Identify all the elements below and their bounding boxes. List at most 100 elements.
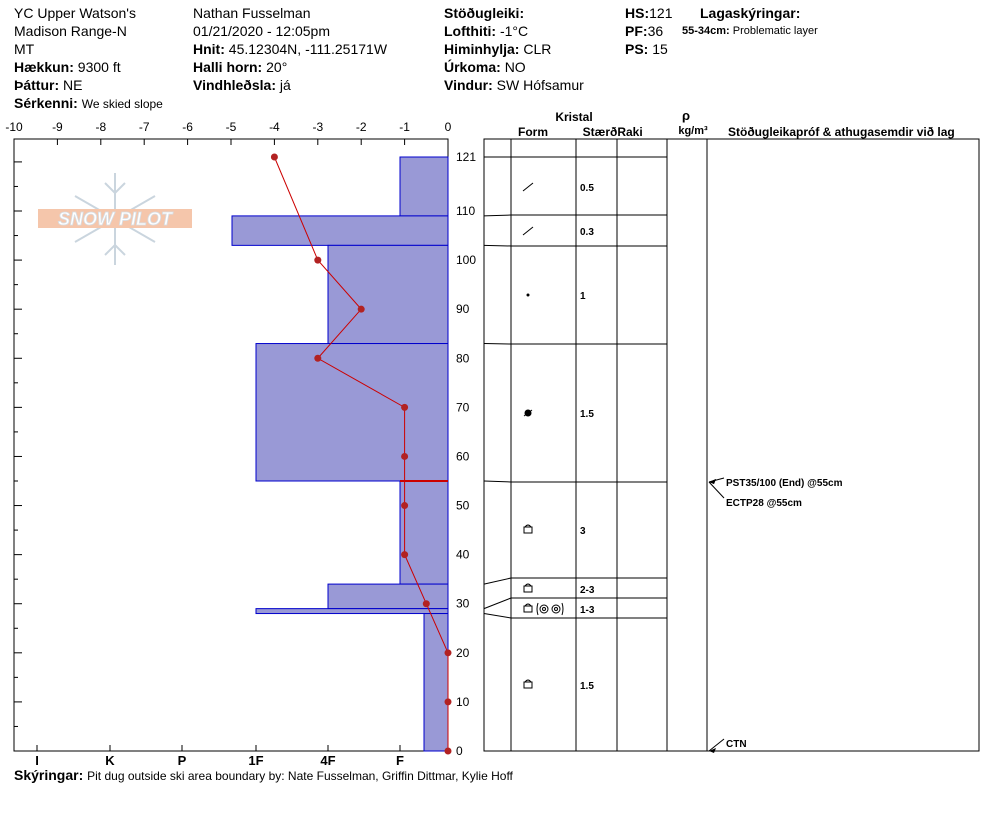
specifics-label: Sérkenni: [14, 95, 78, 111]
layer-size: 0.3 [580, 227, 594, 238]
layer-connector [483, 480, 512, 483]
temp-tick-label: -10 [5, 120, 23, 134]
coords-value: 45.12304N, -111.25171W [228, 41, 388, 57]
test-arrow-icon [708, 738, 725, 753]
tests-header: Stöðugleikapróf & athugasemdir við lag [728, 125, 955, 139]
moisture-header: Raki [617, 125, 642, 139]
hardness-tick-label: 1F [248, 753, 263, 768]
layer-notes-title: Lagaskýringar: [700, 4, 800, 22]
height-tick-label: 60 [456, 449, 470, 463]
layer-connector [483, 244, 512, 247]
size-header: Stærð [583, 125, 618, 139]
temperature-point [422, 600, 430, 608]
snowpilot-logo: SNOW PILOT [38, 173, 192, 265]
hardness-bar [423, 613, 449, 752]
layer-note-text: Problematic layer [732, 25, 818, 37]
layer-connector [483, 214, 512, 217]
layer-notes-label: Lagaskýringar: [700, 5, 801, 21]
temp-tick-label: -6 [182, 120, 193, 134]
hardness-tick-label: 4F [320, 753, 335, 768]
hardness-bar [255, 608, 449, 615]
layer-size: 2-3 [580, 585, 595, 596]
hs-label: HS: [625, 5, 650, 21]
layer-size: 1.5 [580, 409, 594, 420]
precip-label: Úrkoma: [444, 59, 501, 75]
aspect-label: Þáttur: [14, 77, 60, 93]
sky-cover: Himinhylja: CLR [444, 40, 551, 58]
height-tick-label: 80 [456, 351, 470, 365]
aspect-value: NE [63, 77, 83, 93]
faceted-crystal-icon [523, 583, 533, 593]
density-unit: kg/m³ [678, 125, 708, 137]
stability-label: Stöðugleiki: [444, 5, 525, 21]
crystal-header: Kristal [555, 110, 592, 124]
comments-label: Skýringar: [14, 767, 84, 783]
temperature-point [401, 551, 409, 559]
table-frame [483, 138, 980, 752]
temperature-series [270, 153, 452, 755]
hs: HS:121 [625, 4, 672, 22]
temp-tick-label: -3 [312, 120, 323, 134]
temperature-point [401, 403, 409, 411]
faceted-crystal-icon [523, 524, 533, 534]
precipitation: Úrkoma: NO [444, 58, 526, 76]
ps: PS: 15 [625, 40, 668, 58]
range-name: Madison Range-N [14, 23, 127, 39]
temperature-point [444, 698, 452, 706]
specifics: Sérkenni: We skied slope [14, 94, 163, 113]
air-temp: Lofthiti: -1°C [444, 22, 528, 40]
ps-value: 15 [652, 41, 668, 57]
height-tick-label: 50 [456, 499, 470, 513]
layer-size: 0.5 [580, 183, 594, 194]
hardness-bar [399, 480, 449, 585]
hardness-bar [255, 343, 449, 482]
temperature-point [401, 452, 409, 460]
height-tick-label: 40 [456, 548, 470, 562]
temp-tick-label: -8 [95, 120, 106, 134]
observer-name: Nathan Fusselman [193, 5, 311, 21]
stability: Stöðugleiki: [444, 4, 524, 22]
height-tick-label: 90 [456, 302, 470, 316]
coordinates: Hnit: 45.12304N, -111.25171W [193, 40, 387, 58]
sky-value: CLR [523, 41, 552, 57]
logo-banner [38, 209, 192, 228]
temperature-point [357, 305, 365, 313]
layer-connector [483, 577, 512, 585]
height-tick-label: 110 [456, 204, 475, 218]
layer-note-range: 55-34cm: [682, 25, 730, 37]
precip-value: NO [504, 59, 526, 75]
temp-tick-label: -1 [399, 120, 410, 134]
ps-label: PS: [625, 41, 649, 57]
comments: Skýringar: Pit dug outside ski area boun… [14, 766, 513, 785]
windload-label: Vindhleðsla: [193, 77, 276, 93]
layer-size: 1.5 [580, 681, 594, 692]
slope-label: Halli horn: [193, 59, 263, 75]
stability-test-label: PST35/100 (End) @55cm [726, 478, 843, 489]
layer-connector [483, 613, 512, 619]
pf-label: PF: [625, 23, 648, 39]
mixed-crystal-icon [523, 409, 533, 417]
height-tick-label: 70 [456, 400, 470, 414]
hs-value: 121 [649, 5, 673, 21]
hardness-bar [231, 215, 449, 246]
hardness-bar [327, 583, 449, 610]
temperature-point [444, 747, 452, 755]
hardness-tick-label: I [35, 753, 39, 768]
stability-test-label: CTN [726, 739, 747, 750]
pf: PF:36 [625, 22, 663, 40]
specifics-value: We skied slope [81, 97, 163, 111]
airtemp-value: -1°C [499, 23, 529, 39]
hardness-tick-labels: I K P 1F 4F F [35, 745, 404, 768]
temperature-point [444, 649, 452, 657]
sky-label: Himinhylja: [444, 41, 520, 57]
temperature-point [270, 153, 278, 161]
wind-value: SW Hófsamur [496, 77, 584, 93]
decomposing-crystal-icon [522, 182, 534, 192]
temp-tick-label: -4 [269, 120, 280, 134]
height-tick-label: 0 [456, 744, 463, 758]
elevation-value: 9300 ft [77, 59, 121, 75]
height-tick-label: 30 [456, 597, 470, 611]
temp-tick-label: -2 [356, 120, 367, 134]
layer-size: 1 [580, 291, 586, 302]
